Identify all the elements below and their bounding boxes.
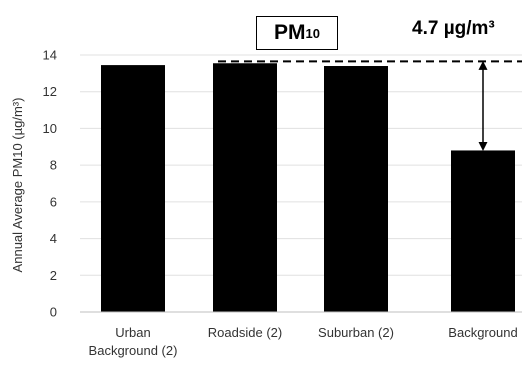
y-tick-label: 4 [50, 231, 57, 246]
y-tick-label: 12 [43, 84, 57, 99]
bar [451, 150, 515, 312]
x-category-label: Roadside (2) [208, 325, 282, 340]
bar [213, 63, 277, 313]
bar [324, 66, 388, 312]
y-tick-label: 8 [50, 158, 57, 173]
x-category-label: Background (2) [89, 343, 178, 358]
x-category-label: Background [448, 325, 517, 340]
x-category-label: Urban [115, 325, 150, 340]
y-tick-label: 0 [50, 305, 57, 320]
x-axis-labels: Urban Background (2) Roadside (2) Suburban … [89, 325, 518, 358]
difference-label: 4.7 µg/m³ [412, 18, 495, 39]
bar [101, 65, 165, 312]
badge-main-text: PM [274, 21, 306, 44]
y-axis-title: Annual Average PM10 (µg/m³) [10, 98, 25, 273]
y-tick-label: 14 [43, 48, 57, 63]
pm10-badge: PM 10 [256, 16, 338, 50]
bars [101, 63, 515, 313]
badge-subscript: 10 [305, 25, 320, 41]
y-axis-ticks: 0 2 4 6 8 10 12 14 [43, 48, 57, 320]
y-tick-label: 6 [50, 194, 57, 209]
x-category-label: Suburban (2) [318, 325, 394, 340]
y-tick-label: 10 [43, 121, 57, 136]
y-tick-label: 2 [50, 268, 57, 283]
